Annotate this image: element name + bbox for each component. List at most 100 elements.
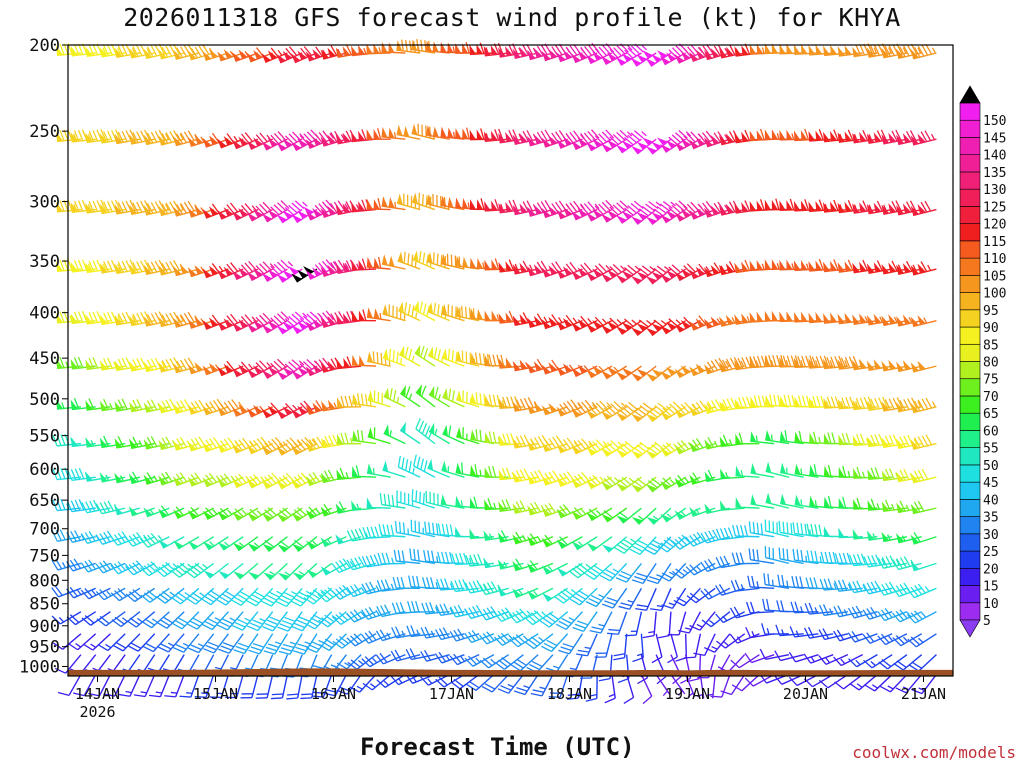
- wind-barb: [255, 674, 274, 699]
- barb-flag: [571, 367, 581, 377]
- wind-barb: [776, 600, 804, 613]
- wind-barb: [351, 465, 376, 478]
- barb-full: [519, 500, 527, 512]
- barb-full: [438, 651, 447, 662]
- barb-full: [642, 402, 653, 411]
- barb-full: [383, 493, 387, 506]
- wind-barb: [806, 523, 834, 538]
- barb-full: [715, 556, 722, 568]
- wind-barb: [70, 259, 96, 273]
- barb-flag: [780, 493, 787, 505]
- barb-flag: [261, 272, 272, 282]
- wind-barb: [655, 674, 671, 697]
- barb-half: [106, 590, 112, 597]
- wind-barb: [173, 264, 200, 277]
- barb-full: [443, 603, 450, 615]
- barb-full: [81, 199, 88, 211]
- barb-flag: [223, 207, 234, 217]
- barb-full: [515, 436, 523, 447]
- wind-barb: [466, 673, 495, 691]
- barb-full: [486, 582, 494, 593]
- wind-barb: [571, 507, 598, 520]
- barb-flag: [562, 49, 573, 60]
- barb-full: [683, 316, 693, 326]
- barb-full: [99, 561, 108, 572]
- barb-flag: [498, 132, 506, 143]
- wind-barb: [382, 348, 406, 367]
- wind-barb: [320, 200, 349, 219]
- barb-half: [87, 263, 92, 270]
- barb-full: [161, 203, 169, 215]
- barb-full: [515, 634, 526, 643]
- barb-full: [497, 634, 507, 644]
- barb-full: [828, 551, 833, 564]
- barb-full: [259, 263, 268, 273]
- barb-full: [308, 644, 320, 650]
- barb-full: [158, 43, 166, 55]
- barb-full: [407, 303, 411, 316]
- barb-flag: [556, 508, 566, 518]
- barb-staff: [591, 507, 613, 522]
- wind-barb: [569, 587, 598, 606]
- barb-flag: [586, 512, 597, 521]
- barb-half: [541, 611, 547, 617]
- barb-full: [282, 507, 292, 516]
- barb-full: [404, 302, 408, 314]
- barb-flag: [600, 55, 611, 65]
- barb-full: [190, 473, 199, 484]
- barb-full: [453, 653, 462, 664]
- barb-flag: [548, 135, 558, 145]
- barb-full: [480, 128, 485, 140]
- barb-staff: [623, 633, 628, 658]
- barb-full: [238, 473, 247, 484]
- barb-full: [834, 681, 844, 690]
- barb-full: [150, 436, 158, 447]
- wind-barb: [735, 497, 760, 509]
- wind-barb: [382, 460, 406, 478]
- barb-full: [179, 314, 187, 325]
- barb-full: [308, 506, 317, 516]
- wind-barb: [158, 130, 185, 146]
- barb-full: [290, 600, 302, 607]
- barb-flag: [527, 266, 536, 276]
- barb-full: [73, 200, 80, 212]
- barb-half: [552, 665, 560, 669]
- barb-full: [161, 133, 169, 144]
- barb-flag: [571, 444, 581, 454]
- wind-barb: [764, 519, 790, 538]
- barb-full: [842, 552, 848, 565]
- barb-full: [121, 398, 128, 410]
- barb-full: [786, 548, 789, 561]
- barb-full: [97, 644, 109, 652]
- barb-full: [395, 602, 401, 614]
- barb-flag: [526, 590, 537, 600]
- barb-full: [121, 260, 128, 272]
- barb-full: [313, 614, 324, 621]
- barb-half: [488, 533, 493, 540]
- barb-full: [448, 425, 452, 437]
- barb-flag: [442, 424, 448, 437]
- wind-barb: [556, 536, 583, 549]
- barb-half: [598, 623, 605, 627]
- wind-barb: [586, 199, 615, 222]
- barb-full: [81, 617, 92, 626]
- barb-full: [73, 44, 80, 56]
- barb-flag: [786, 311, 793, 322]
- barb-flag: [442, 387, 448, 400]
- barb-full: [464, 582, 471, 594]
- barb-full: [492, 466, 497, 478]
- barb-full: [73, 130, 80, 142]
- wind-barb: [57, 674, 82, 696]
- barb-full: [248, 649, 260, 655]
- barb-full: [205, 402, 213, 413]
- wind-barb: [494, 654, 524, 670]
- barb-full: [77, 356, 84, 368]
- barb-half: [581, 509, 587, 515]
- barb-flag: [659, 55, 670, 65]
- barb-staff: [250, 476, 273, 489]
- barb-full: [482, 633, 492, 643]
- wind-barb: [818, 604, 849, 617]
- barb-full: [661, 572, 673, 579]
- wind-barb: [616, 507, 642, 524]
- wind-barb: [209, 674, 230, 699]
